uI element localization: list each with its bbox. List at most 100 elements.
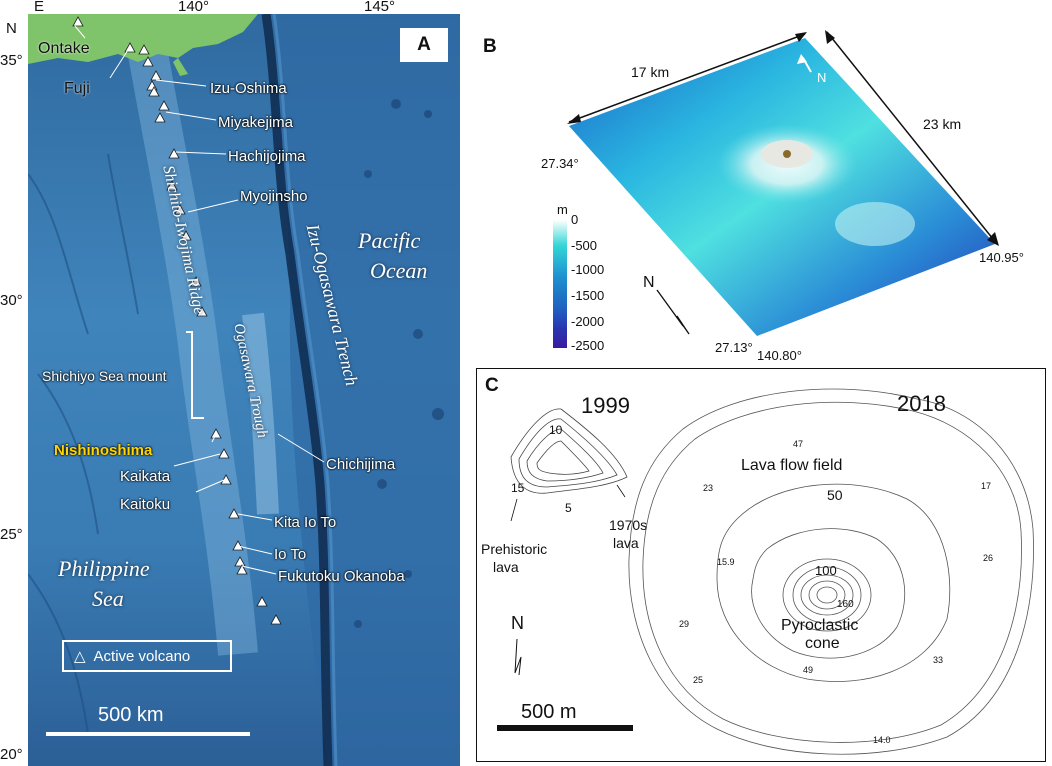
volcano-triangle-icon	[234, 556, 246, 567]
volcano-triangle-icon	[270, 614, 282, 625]
volcano-triangle-icon	[138, 44, 150, 55]
volcano-triangle-icon	[150, 70, 162, 81]
volcano-triangle-icon	[232, 540, 244, 551]
label-nishinoshima: Nishinoshima	[54, 442, 153, 459]
label-io-to: Io To	[274, 546, 307, 563]
volcano-triangle-icon	[220, 474, 232, 485]
lat-tick-20: 20°	[0, 746, 23, 763]
lon-tick-140: 140°	[178, 0, 210, 15]
volcano-triangle-icon	[154, 112, 166, 123]
dim-23km: 23 km	[923, 116, 962, 132]
dim-17km: 17 km	[631, 64, 670, 80]
label-ontake: Ontake	[38, 40, 90, 57]
spot-17: 17	[981, 481, 992, 491]
volcano-triangle-icon	[190, 276, 202, 287]
bathymetry-3d-panel: B	[475, 14, 1052, 364]
topographic-maps-panel: C 1999 2018 10 15 5 Prehistoric lava 197…	[476, 368, 1046, 762]
label-philippine: Philippine	[58, 556, 150, 581]
volcano-triangle-icon	[142, 56, 154, 67]
prehistoric-lava-label: lava	[493, 559, 519, 575]
spot-26: 26	[983, 553, 994, 563]
volcano-triangle-icon	[256, 596, 268, 607]
colorbar-tick-2500: -2500	[571, 338, 605, 353]
volcano-triangle-icon	[228, 508, 240, 519]
elev-100-label: 100	[815, 563, 837, 578]
map-relief	[28, 14, 460, 766]
volcano-triangle-icon	[180, 230, 192, 241]
corner-e-label: E	[34, 0, 45, 15]
panel-b-letter: B	[483, 36, 497, 57]
contour-15: 15	[511, 481, 525, 495]
colorbar	[553, 220, 567, 348]
c-compass-n: N	[511, 613, 524, 633]
lon-tick-145: 145°	[364, 0, 396, 15]
spot-47: 47	[793, 439, 804, 449]
colorbar-tick-2000: -2000	[571, 314, 605, 329]
label-kaitoku: Kaitoku	[120, 496, 171, 513]
label-izu-oshima: Izu-Oshima	[210, 80, 287, 97]
label-pacific: Pacific	[358, 228, 421, 253]
label-hachijojima: Hachijojima	[228, 148, 306, 165]
volcano-triangle-icon	[124, 42, 136, 53]
volcano-triangle-icon	[158, 100, 170, 111]
colorbar-tick-500: -500	[571, 238, 598, 253]
spot-14: 14.0	[873, 735, 891, 745]
contour-maps	[497, 388, 1034, 755]
lat-tick-35: 35°	[0, 52, 23, 69]
year-2018: 2018	[897, 391, 946, 416]
prehistoric-label: Prehistoric	[481, 541, 548, 557]
lat-bottom-label: 27.13°	[715, 340, 753, 355]
lava1970-lava-label: lava	[613, 535, 639, 551]
volcano-triangle-icon	[168, 148, 180, 159]
label-kaikata: Kaikata	[120, 468, 171, 485]
lat-tick-30: 30°	[0, 292, 23, 309]
lat-top-label: 27.34°	[541, 156, 579, 171]
c-scale-bar	[497, 725, 633, 731]
label-ocean: Ocean	[370, 258, 428, 283]
label-chichijima: Chichijima	[326, 456, 396, 473]
lon-right-label: 140.95°	[979, 250, 1024, 265]
volcano-triangle-icon	[236, 564, 248, 575]
cone-label: cone	[805, 635, 840, 652]
volcano-triangle-icon	[196, 306, 208, 317]
corner-n-label: N	[6, 20, 17, 37]
spot-29: 29	[679, 619, 690, 629]
label-fuji: Fuji	[64, 80, 90, 97]
elev-160-label: 160	[837, 599, 854, 610]
bathymetry-surface	[553, 30, 999, 348]
colorbar-tick-1000: -1000	[571, 262, 605, 277]
elev-50-label: 50	[827, 487, 843, 503]
contour-5: 5	[565, 501, 572, 515]
panel-a-letter-text: A	[417, 34, 431, 55]
label-kita-io-to: Kita Io To	[274, 514, 337, 531]
legend: △ Active volcano	[62, 640, 232, 672]
legend-label: Active volcano	[93, 647, 191, 665]
spot-49: 49	[803, 665, 814, 675]
compass-n-label: N	[643, 274, 655, 291]
c-scale-label: 500 m	[521, 701, 577, 723]
volcano-triangle-icon	[72, 16, 84, 27]
volcano-triangle-icon	[218, 448, 230, 459]
volcano-triangle-icon: △	[74, 648, 86, 665]
volcano-markers	[72, 16, 325, 625]
surface-north-label: N	[817, 70, 827, 85]
colorbar-tick-1500: -1500	[571, 288, 605, 303]
lat-tick-25: 25°	[0, 526, 23, 543]
spot-25: 25	[693, 675, 704, 685]
volcano-triangle-icon	[148, 86, 160, 97]
label-myojinsho: Myojinsho	[240, 188, 308, 205]
contour-10: 10	[549, 423, 563, 437]
regional-map: A Ontake Fuji Izu-Oshima Miyakejima Hach…	[28, 14, 460, 766]
lava-flow-field-label: Lava flow field	[741, 457, 843, 474]
colorbar-unit: m	[557, 202, 568, 217]
label-fukutoku-okanoba: Fukutoku Okanoba	[278, 568, 405, 585]
label-shichiyo: Shichiyo Sea mount	[42, 368, 167, 384]
volcano-triangle-icon	[166, 180, 178, 191]
panel-c-letter: C	[485, 375, 499, 396]
volcano-triangle-icon	[146, 80, 158, 91]
spot-33: 33	[933, 655, 944, 665]
lava1970-label: 1970s	[609, 517, 648, 533]
scale-bar-label: 500 km	[98, 704, 164, 726]
volcano-triangle-icon	[210, 428, 222, 439]
colorbar-tick-0: 0	[571, 212, 579, 227]
